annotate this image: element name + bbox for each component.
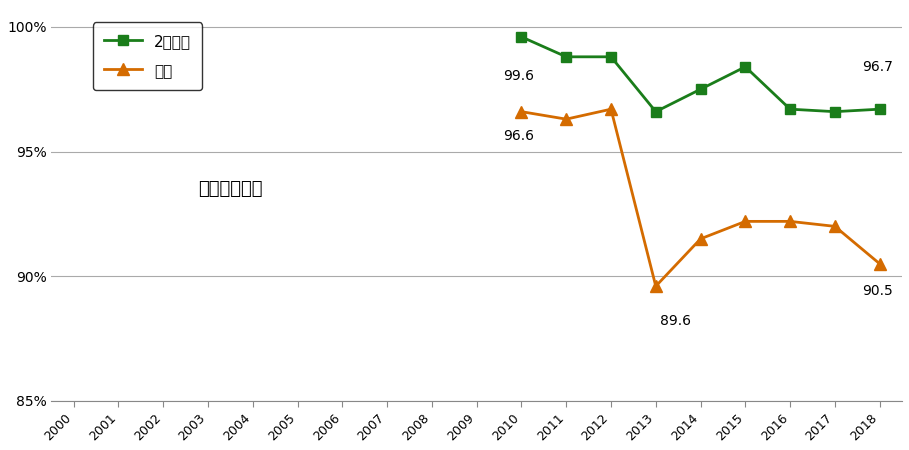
- 単身: [740, 219, 751, 224]
- 単身: [561, 117, 572, 122]
- 単身: [695, 236, 706, 242]
- 単身: [829, 224, 840, 229]
- 単身: [516, 109, 527, 114]
- 単身: [784, 219, 795, 224]
- 2人以上: [829, 109, 840, 114]
- Legend: 2人以上, 単身: 2人以上, 単身: [93, 22, 202, 90]
- 単身: [605, 107, 616, 112]
- 2人以上: [784, 107, 795, 112]
- 2人以上: [561, 54, 572, 59]
- Text: 96.6: 96.6: [504, 129, 534, 143]
- 単身: [650, 284, 661, 289]
- 2人以上: [874, 107, 885, 112]
- 2人以上: [650, 109, 661, 114]
- 2人以上: [605, 54, 616, 59]
- Text: 96.7: 96.7: [862, 60, 893, 74]
- Text: 89.6: 89.6: [660, 314, 691, 328]
- Text: 90.5: 90.5: [862, 284, 893, 298]
- 2人以上: [516, 34, 527, 40]
- Text: 99.6: 99.6: [504, 69, 534, 83]
- 単身: [874, 261, 885, 266]
- Line: 単身: 単身: [516, 104, 885, 292]
- Line: 2人以上: 2人以上: [516, 32, 884, 117]
- 2人以上: [740, 64, 751, 69]
- 2人以上: [695, 86, 706, 92]
- Text: テレビ普及率: テレビ普及率: [198, 180, 263, 198]
